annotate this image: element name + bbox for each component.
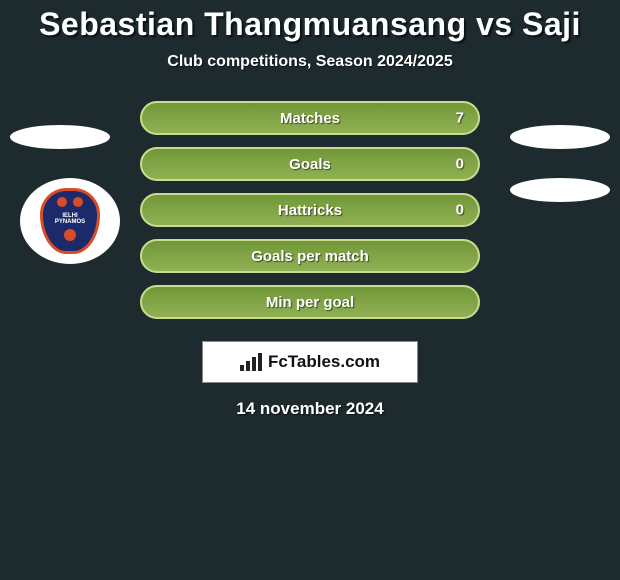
stat-right-value: 0: [456, 156, 464, 173]
stat-label: Goals: [289, 156, 331, 173]
stat-row-hattricks: Hattricks 0: [140, 193, 480, 227]
club-badge: IELHI PYNAMOS: [20, 178, 120, 264]
player-right-placeholder-2: [510, 178, 610, 202]
stat-row-matches: Matches 7: [140, 101, 480, 135]
source-attribution: FcTables.com: [202, 341, 418, 383]
player-right-placeholder-1: [510, 125, 610, 149]
stat-row-min-per-goal: Min per goal: [140, 285, 480, 319]
club-shield-icon: IELHI PYNAMOS: [40, 188, 100, 254]
player-left-placeholder-1: [10, 125, 110, 149]
stat-row-goals: Goals 0: [140, 147, 480, 181]
stat-row-goals-per-match: Goals per match: [140, 239, 480, 273]
page-title: Sebastian Thangmuansang vs Saji: [39, 6, 581, 43]
stat-label: Min per goal: [266, 294, 354, 311]
page-subtitle: Club competitions, Season 2024/2025: [167, 53, 452, 71]
stat-label: Matches: [280, 110, 340, 127]
generation-date: 14 november 2024: [236, 399, 383, 419]
shield-text-line2: PYNAMOS: [55, 219, 85, 225]
stat-right-value: 0: [456, 202, 464, 219]
stat-label: Hattricks: [278, 202, 342, 219]
stat-right-value: 7: [456, 110, 464, 127]
bar-chart-icon: [240, 353, 262, 371]
stat-label: Goals per match: [251, 248, 369, 265]
source-label: FcTables.com: [268, 352, 380, 372]
